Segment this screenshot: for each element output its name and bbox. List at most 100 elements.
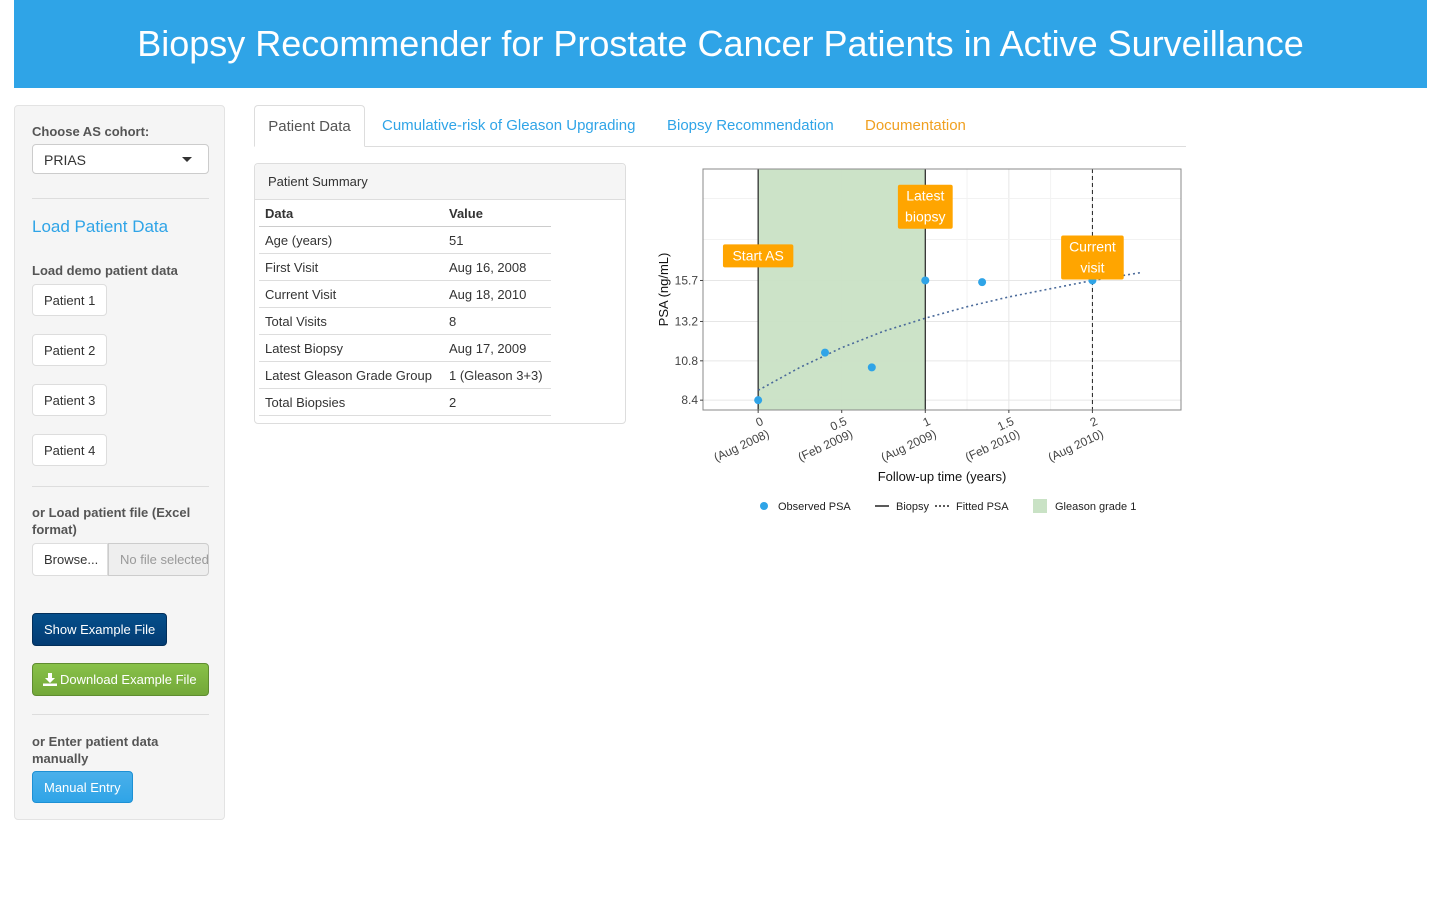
row-value: Aug 16, 2008 [443,253,551,281]
x-tick-sublabel: (Feb 2009) [796,427,855,464]
main-tabs: Patient Data Cumulative-risk of Gleason … [254,105,1186,147]
annotation-box [1061,235,1124,280]
caret-down-icon [182,157,192,162]
row-value: 2 [443,388,551,416]
annotation-text: Start AS [732,247,783,263]
summary-table: Data Value Age (years) 51 First Visit Aug … [259,200,551,416]
row-label: First Visit [259,253,443,281]
annotation-label: Latest biopsy [897,184,953,229]
row-label: Latest Biopsy [259,334,443,362]
patient-1-button[interactable]: Patient 1 [32,284,108,316]
annotation-label: Current visit [1061,235,1124,280]
annotation-text: Latest [906,188,944,204]
tab-patient-data[interactable]: Patient Data [254,105,365,147]
patient-summary-panel: Patient Summary Data Value Age (years) 51… [254,163,626,424]
y-tick-label: 8.4 [681,393,698,407]
manual-entry-button[interactable]: Manual Entry [32,771,133,803]
column-header: Data [259,200,443,227]
patient-4-button[interactable]: Patient 4 [32,434,108,466]
observed-psa-point [978,278,987,287]
legend-label: Fitted PSA [956,501,1009,513]
browse-button[interactable]: Browse... [32,543,108,576]
annotation-text: biopsy [905,209,945,225]
show-example-button[interactable]: Show Example File [32,613,168,646]
table-row: Age (years) 51 [259,226,551,254]
divider [32,486,209,487]
legend-label: Gleason grade 1 [1055,501,1136,513]
observed-psa-point [867,363,876,372]
x-tick-label-group: 2(Aug 2010) [1046,414,1106,465]
row-label: Total Visits [259,307,443,335]
x-tick-label: 1.5 [995,414,1016,434]
x-tick-label-group: 0(Aug 2008) [712,414,772,465]
gleason-grade-region [758,169,926,410]
row-value: 51 [443,226,551,254]
y-tick-label: 13.2 [675,314,699,328]
cohort-select-value: PRIAS [44,152,87,168]
annotation-text: Current [1069,239,1116,255]
manual-label: or Enter patient data manually [32,734,159,766]
file-label: or Load patient file (Excel format) [32,505,191,537]
y-axis-label: PSA (ng/mL) [656,253,671,327]
tab-biopsy-recommendation[interactable]: Biopsy Recommendation [667,117,834,134]
demo-label: Load demo patient data [32,263,178,278]
x-tick-label: 0.5 [828,414,849,434]
annotation-text: visit [1080,260,1104,276]
row-value: 1 (Gleason 3+3) [443,361,551,389]
chart-legend: Observed PSA Biopsy Fitted PSA Gleason grad… [760,499,1136,513]
row-label: Total Biopsies [259,388,443,416]
tab-documentation[interactable]: Documentation [865,117,966,134]
sidebar: Choose AS cohort: PRIAS Load Patient Dat… [14,105,225,820]
download-icon [43,673,57,686]
table-row: Total Biopsies 2 [259,388,551,416]
app-header: Biopsy Recommender for Prostate Cancer P… [14,0,1427,88]
tab-cumulative-risk[interactable]: Cumulative-risk of Gleason Upgrading [382,117,636,134]
legend-gleason-icon [1033,499,1047,513]
y-tick-label: 15.7 [675,273,699,287]
app-title: Biopsy Recommender for Prostate Cancer P… [137,23,1304,64]
row-value: Aug 17, 2009 [443,334,551,362]
table-header-row: Data Value [259,200,551,227]
file-input-group: Browse... No file selected [32,543,209,576]
annotation-label: Start AS [722,244,794,268]
plot-border [702,168,1182,411]
download-example-button[interactable]: Download Example File [32,663,209,696]
file-name-field[interactable]: No file selected [108,543,209,576]
table-row: Latest Gleason Grade Group 1 (Gleason 3+3… [259,361,551,389]
row-label: Current Visit [259,280,443,308]
table-row: Total Visits 8 [259,307,551,335]
x-tick-sublabel: (Aug 2008) [712,427,772,465]
observed-psa-point [754,396,763,405]
column-header: Value [443,200,551,227]
legend-label: Observed PSA [778,501,851,513]
table-row: Latest Biopsy Aug 17, 2009 [259,334,551,362]
row-value: 8 [443,307,551,335]
x-tick-sublabel: (Aug 2010) [1046,427,1106,465]
row-value: Aug 18, 2010 [443,280,551,308]
patient-2-button[interactable]: Patient 2 [32,334,108,366]
table-row: Current Visit Aug 18, 2010 [259,280,551,308]
row-label: Age (years) [259,226,443,254]
row-label: Latest Gleason Grade Group [259,361,443,389]
cohort-label: Choose AS cohort: [32,124,150,139]
fitted-psa-line [757,271,1143,392]
annotation-box [897,184,953,229]
x-tick-sublabel: (Feb 2010) [963,427,1022,464]
annotation-box [722,244,794,268]
panel-heading: Patient Summary [255,164,625,200]
legend-label: Biopsy [896,501,930,513]
observed-psa-point [921,276,930,285]
x-tick-label-group: 1.5(Feb 2010) [963,414,1022,464]
cohort-select[interactable]: PRIAS [32,144,209,174]
divider [32,198,209,199]
y-tick-label: 10.8 [675,354,699,368]
download-example-label: Download Example File [60,672,197,687]
legend-observed-psa-icon [760,502,768,510]
load-patient-title: Load Patient Data [32,217,169,236]
x-tick-sublabel: (Aug 2009) [879,427,939,465]
psa-chart: Start AS Latest biopsy Current visit 8.4 10.8 1… [656,168,1182,513]
x-axis-label: Follow-up time (years) [878,469,1007,484]
observed-psa-point [821,348,830,357]
table-row: First Visit Aug 16, 2008 [259,253,551,281]
patient-3-button[interactable]: Patient 3 [32,384,108,416]
